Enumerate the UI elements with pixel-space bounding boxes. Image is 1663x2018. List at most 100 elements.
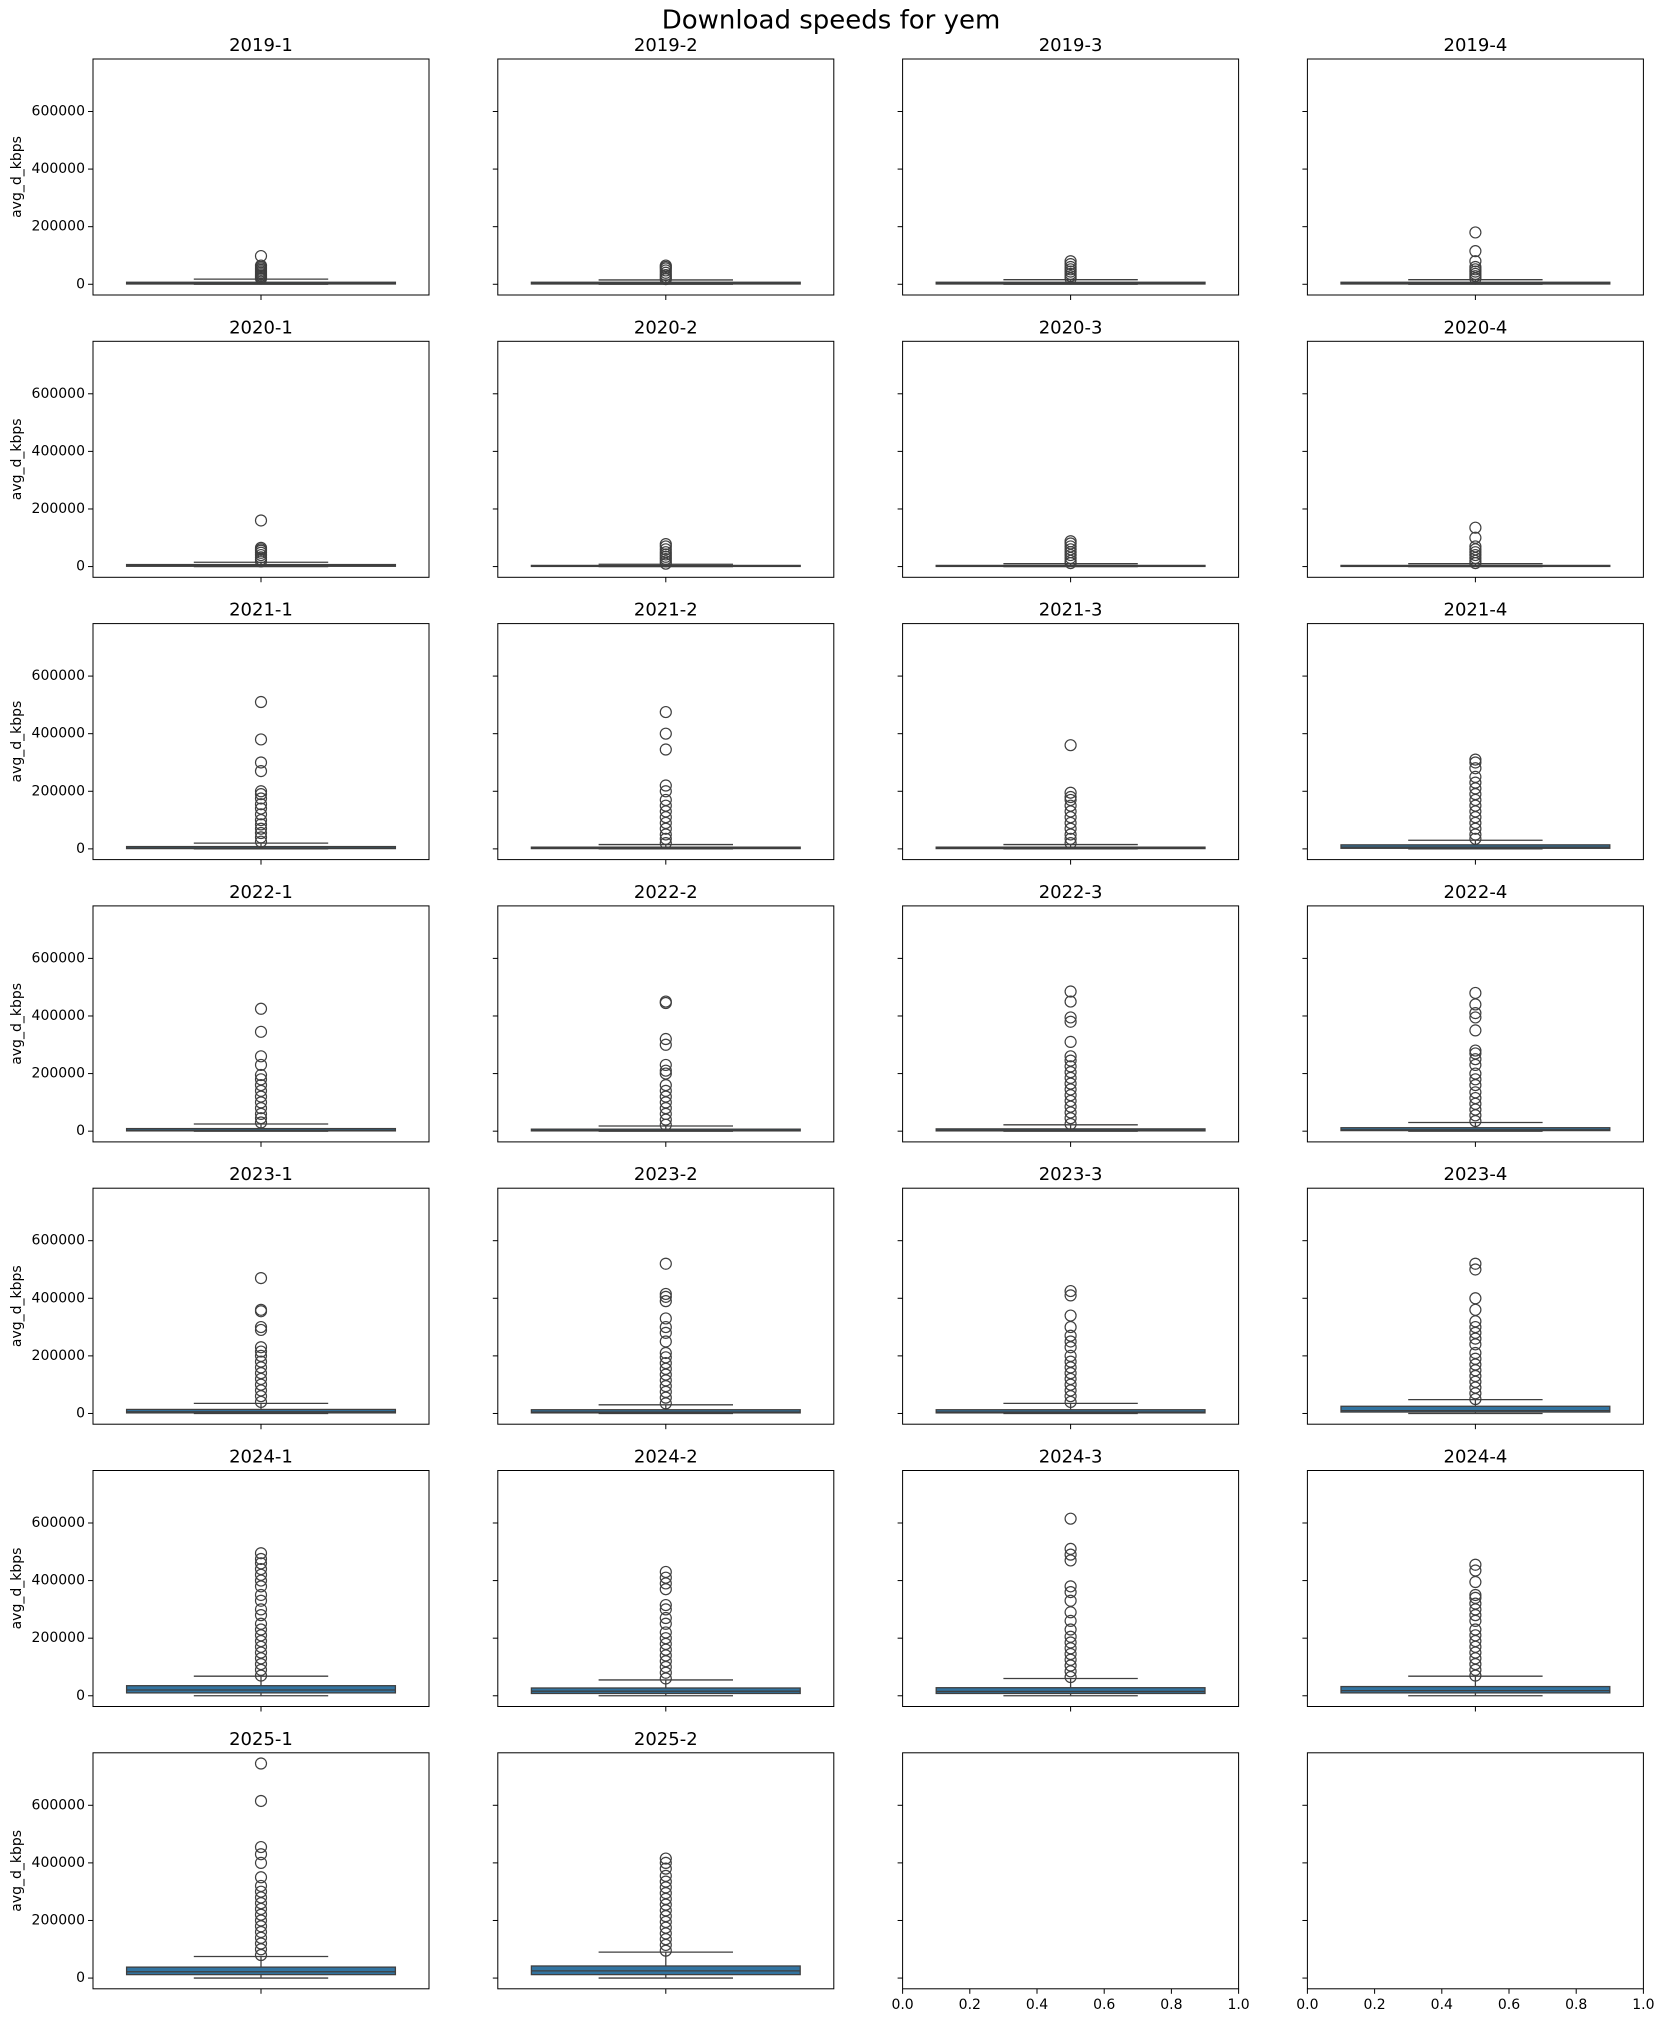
outlier xyxy=(254,765,268,778)
outlier xyxy=(659,1084,672,1097)
outlier xyxy=(659,1862,672,1875)
outlier xyxy=(659,1312,672,1325)
y-axis-label: avg_d_kbps xyxy=(9,1548,25,1630)
x-tick-label: 0.4 xyxy=(1431,1997,1453,2013)
outlier xyxy=(254,1355,268,1368)
subplot-title: 2019-3 xyxy=(1039,35,1103,56)
outlier xyxy=(1064,1548,1077,1561)
outlier xyxy=(659,785,672,798)
axes-frame xyxy=(902,905,1240,1143)
outlier xyxy=(1064,790,1077,804)
axes-frame xyxy=(902,1187,1240,1425)
outlier xyxy=(1064,1636,1077,1649)
outlier xyxy=(254,826,268,840)
outlier xyxy=(1469,1558,1482,1571)
outlier xyxy=(1064,1015,1077,1028)
outlier xyxy=(254,822,268,835)
outlier xyxy=(1064,1050,1077,1063)
outlier xyxy=(1469,1263,1482,1276)
outlier xyxy=(1064,258,1077,271)
axes-frame xyxy=(497,1752,835,1990)
x-tick-label: 0.2 xyxy=(959,1997,981,2013)
outlier xyxy=(254,1885,268,1898)
y-tick-label: 200000 xyxy=(32,783,85,799)
outlier xyxy=(659,1320,672,1334)
outlier xyxy=(659,837,672,850)
outlier xyxy=(254,756,268,769)
outlier xyxy=(659,1290,672,1303)
y-tick-label: 400000 xyxy=(32,161,85,177)
outlier xyxy=(254,831,268,844)
outlier xyxy=(254,1078,268,1092)
axes-frame xyxy=(1306,905,1644,1143)
outlier xyxy=(659,779,672,792)
outlier xyxy=(254,1594,268,1607)
box xyxy=(935,1409,1206,1414)
outlier xyxy=(659,995,672,1008)
subplot-title: 2023-2 xyxy=(634,1164,698,1185)
axes-frame xyxy=(497,905,835,1143)
outlier xyxy=(659,799,672,812)
subplot-title: 2022-3 xyxy=(1039,882,1103,903)
outlier xyxy=(254,1341,268,1354)
axes-frame xyxy=(902,1470,1240,1707)
outlier xyxy=(1064,1614,1077,1627)
subplot-title: 2019-1 xyxy=(229,35,293,56)
outlier xyxy=(1469,1588,1482,1602)
x-tick-label: 0.6 xyxy=(1498,1997,1520,2013)
axes-frame xyxy=(497,58,835,296)
axes-frame xyxy=(1306,340,1644,578)
subplot-title: 2021-2 xyxy=(634,600,698,621)
subplot-title: 2023-4 xyxy=(1444,1164,1508,1185)
box xyxy=(125,1685,397,1694)
outlier xyxy=(1064,995,1077,1008)
y-tick-label: 400000 xyxy=(32,1573,85,1589)
outlier xyxy=(1064,1594,1077,1607)
y-tick-label: 400000 xyxy=(32,443,85,459)
outlier xyxy=(659,1032,672,1046)
outlier xyxy=(1469,1623,1482,1636)
axes-frame xyxy=(1306,1752,1644,1990)
y-tick-label: 600000 xyxy=(32,386,85,402)
box xyxy=(530,1409,801,1414)
outlier xyxy=(1469,531,1482,544)
outlier xyxy=(1469,1091,1482,1105)
outlier xyxy=(254,785,268,798)
axes-frame xyxy=(902,623,1240,861)
y-tick-label: 0 xyxy=(76,1688,85,1704)
outlier xyxy=(254,1557,268,1570)
axes-frame xyxy=(92,58,430,296)
outlier xyxy=(659,1326,672,1339)
x-tick-label: 0.0 xyxy=(891,1997,913,2013)
outlier xyxy=(254,695,268,709)
outlier xyxy=(659,1875,672,1888)
outlier xyxy=(1469,1346,1482,1360)
outlier xyxy=(1469,776,1482,789)
y-tick-label: 400000 xyxy=(32,1290,85,1306)
y-tick-label: 200000 xyxy=(32,1630,85,1646)
outlier xyxy=(659,1257,672,1270)
y-tick-label: 600000 xyxy=(32,1797,85,1813)
x-tick-label: 0.8 xyxy=(1565,1997,1587,2013)
subplot-title: 2023-3 xyxy=(1039,1164,1103,1185)
outlier xyxy=(254,541,268,554)
outlier xyxy=(1064,1329,1077,1342)
outlier xyxy=(254,792,268,805)
outlier xyxy=(1469,770,1482,783)
outlier xyxy=(1469,1320,1482,1334)
x-tick-label: 0.8 xyxy=(1160,1997,1182,2013)
y-tick-label: 0 xyxy=(76,1123,85,1139)
outlier xyxy=(254,1349,268,1362)
y-tick-label: 600000 xyxy=(32,1515,85,1531)
outlier xyxy=(1064,1060,1077,1073)
outlier xyxy=(254,1856,268,1869)
outlier xyxy=(254,1058,268,1072)
outlier xyxy=(1064,540,1077,553)
outlier xyxy=(254,1848,268,1861)
outlier xyxy=(254,1623,268,1636)
y-axis-label: avg_d_kbps xyxy=(9,418,25,500)
outlier xyxy=(1469,255,1482,268)
outlier xyxy=(659,543,672,556)
figure-title: Download speeds for yem xyxy=(662,6,1001,36)
outlier xyxy=(254,1002,268,1015)
